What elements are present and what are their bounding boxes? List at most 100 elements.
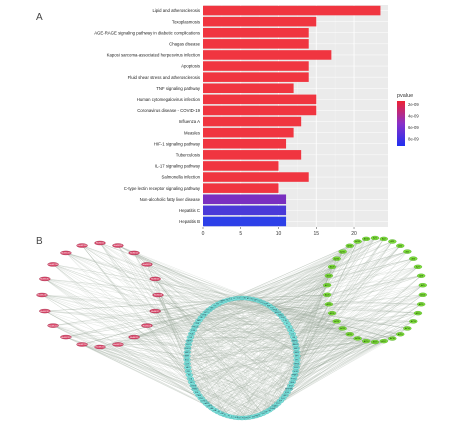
network-edge <box>262 330 291 414</box>
network-node-label: AZ25 <box>326 303 332 306</box>
network-node <box>112 243 124 248</box>
bar <box>203 116 302 127</box>
network-edge <box>189 304 329 376</box>
network-edge <box>271 285 328 308</box>
legend-labels: 2e-09 4e-09 6e-09 8e-09 <box>408 102 419 142</box>
network-node-label: AZ21 <box>347 333 353 336</box>
network-edge <box>234 298 297 364</box>
network-edge <box>99 242 273 409</box>
network-edge <box>117 344 188 357</box>
bar <box>203 72 309 82</box>
network-edge <box>187 344 296 364</box>
network-edge <box>41 294 210 311</box>
network-edge <box>193 297 243 386</box>
network-node-label: TGFB1 <box>219 413 224 415</box>
network-node <box>47 262 59 267</box>
network-edge <box>245 245 401 418</box>
network-node-label: MAPK3 <box>293 343 299 346</box>
network-edge <box>196 313 333 393</box>
network-node <box>47 323 59 328</box>
network-node-label: AZ2 <box>382 238 387 241</box>
network-node-label: RXRA <box>202 313 207 316</box>
network-edge <box>41 294 222 414</box>
category-label: Chagas disease <box>169 41 200 46</box>
category-label: C-type lectin receptor signaling pathway <box>124 186 201 191</box>
x-tick-label: 15 <box>313 231 319 237</box>
network-edge <box>81 245 190 376</box>
network-node <box>332 319 341 324</box>
network-edge <box>218 245 350 305</box>
network-edge <box>81 245 189 345</box>
network-edge <box>44 278 250 299</box>
network-edge <box>296 266 419 361</box>
network-node-label: HistMCI11 <box>95 346 105 349</box>
network-node-label: HMOX1 <box>275 312 281 314</box>
network-node-label: CD44 <box>236 298 240 300</box>
legend-label: 4e-09 <box>408 114 419 119</box>
network-edge <box>268 348 297 411</box>
network-edge <box>218 251 343 413</box>
network-node-label: NFKB1 <box>294 363 299 365</box>
network-edge <box>155 278 297 353</box>
network-edge <box>296 294 423 349</box>
network-edge <box>187 309 275 368</box>
network-edge <box>53 264 197 324</box>
network-edge <box>44 310 194 386</box>
network-node-label: AZ3 <box>391 240 396 243</box>
network-edge <box>187 363 246 418</box>
network-node <box>332 256 341 261</box>
network-edge <box>241 275 329 299</box>
network-edge <box>214 302 263 411</box>
network-node <box>338 326 347 331</box>
network-node <box>379 338 388 344</box>
network-edge <box>218 301 225 413</box>
network-edge <box>44 278 260 416</box>
category-label: Fluid shear stress and atherosclerosis <box>128 75 200 80</box>
bar <box>203 16 317 27</box>
network-node-label: IRF1 <box>187 371 191 373</box>
network-node-label: IL1A <box>189 377 193 380</box>
network-edge <box>189 340 297 364</box>
network-edge <box>44 278 275 407</box>
category-label: IL-17 signaling pathway <box>155 164 201 169</box>
network-edge <box>41 294 188 364</box>
network-edge <box>241 297 250 418</box>
network-edge <box>44 310 239 418</box>
network-node-label: HistMCI15 <box>40 310 50 313</box>
network-node-label: AZ17 <box>381 340 387 343</box>
network-edge <box>268 305 286 396</box>
network-node <box>403 249 412 254</box>
network-edge <box>187 352 246 418</box>
network-edge <box>53 314 204 326</box>
network-node-label: RELA <box>290 381 295 384</box>
network-node-label: AZ16 <box>390 337 396 340</box>
network-node-label: KDR <box>247 417 251 419</box>
network-edge <box>241 245 401 299</box>
network-node <box>417 273 426 278</box>
network-node-label: AZ34 <box>364 238 370 241</box>
network-node <box>36 292 48 298</box>
network-edge <box>294 258 414 376</box>
network-edge <box>117 245 256 301</box>
network-edge <box>218 304 329 413</box>
network-edge <box>99 242 266 305</box>
network-edge <box>44 278 260 302</box>
network-node-label: AZ22 <box>340 327 346 330</box>
network-edge <box>155 278 246 418</box>
network-edge <box>282 238 367 318</box>
network-edge <box>277 304 422 404</box>
network-edge <box>227 313 419 417</box>
network-node <box>39 276 51 282</box>
category-label: Human cytomegalovirus infection <box>137 97 201 102</box>
network-edge <box>44 310 293 334</box>
category-label: Toxoplasmosis <box>172 19 200 24</box>
network-node-label: AZ6 <box>411 257 416 260</box>
network-edge <box>280 317 283 402</box>
network-edge <box>277 275 329 313</box>
network-edge <box>277 334 401 404</box>
network-node <box>323 283 332 288</box>
network-node-label: NOS2 <box>294 367 298 369</box>
network-edge <box>241 317 283 419</box>
network-edge <box>52 264 232 417</box>
network-edge <box>82 312 278 345</box>
